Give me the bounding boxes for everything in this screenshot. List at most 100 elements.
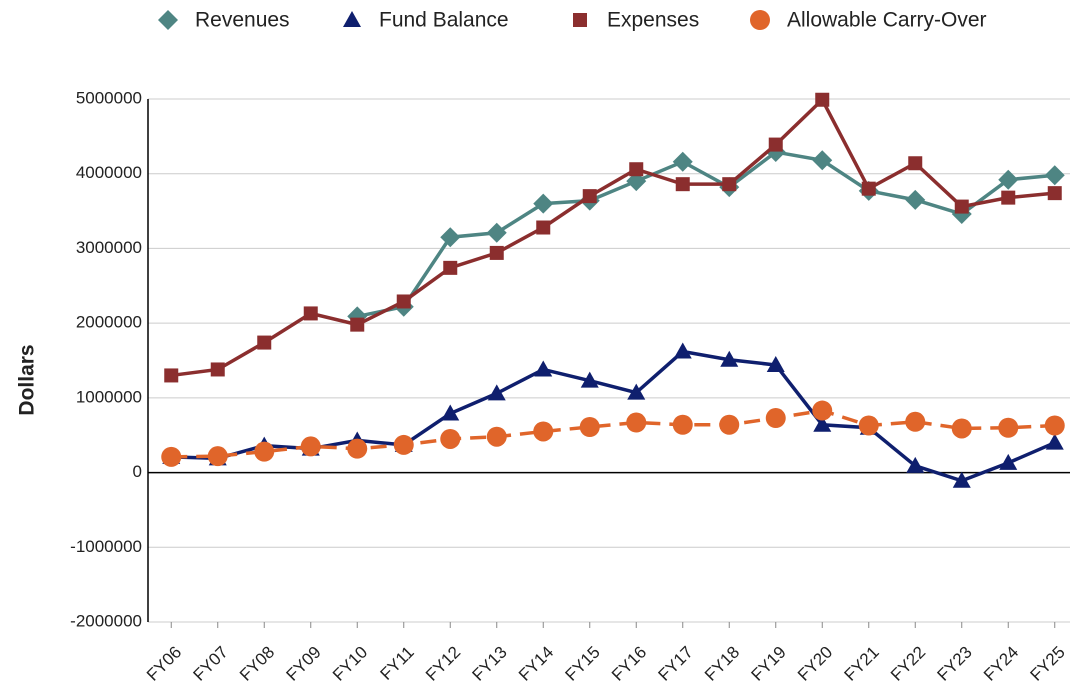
x-tick-label: FY19	[748, 643, 790, 685]
x-tick-label: FY20	[794, 643, 836, 685]
x-tick-label: FY21	[841, 643, 883, 685]
x-tick-label: FY15	[562, 643, 604, 685]
point	[1047, 186, 1062, 201]
point	[999, 453, 1018, 470]
y-tick-label: -2000000	[70, 611, 142, 630]
point	[486, 222, 507, 243]
point	[672, 414, 693, 435]
x-tick-label: FY14	[515, 643, 557, 685]
point	[533, 421, 554, 442]
y-tick-label: 2000000	[76, 313, 142, 332]
point	[347, 438, 368, 459]
point	[672, 151, 693, 172]
y-tick-label: 5000000	[76, 88, 142, 107]
point	[812, 400, 833, 421]
x-tick-label: FY08	[236, 643, 278, 685]
x-tick-label: FY11	[376, 643, 417, 684]
point	[998, 417, 1019, 438]
point	[210, 362, 225, 377]
point	[486, 426, 507, 447]
point	[765, 408, 786, 429]
legend-label: Allowable Carry-Over	[787, 9, 987, 32]
legend-label: Revenues	[195, 9, 290, 32]
x-tick-label: FY09	[283, 643, 325, 685]
point	[1044, 415, 1065, 436]
point	[951, 418, 972, 439]
point	[350, 317, 365, 332]
point	[161, 446, 182, 467]
x-tick-label: FY18	[701, 643, 743, 685]
legend-marker	[573, 13, 587, 27]
point	[579, 416, 600, 437]
point	[440, 227, 461, 248]
point	[441, 404, 460, 421]
y-tick-label: 1000000	[76, 387, 142, 406]
x-tick-label: FY16	[608, 643, 650, 685]
point	[582, 189, 597, 204]
point	[303, 306, 318, 321]
point	[393, 434, 414, 455]
point	[440, 428, 461, 449]
legend-label: Fund Balance	[379, 9, 509, 32]
series-line	[171, 96, 1055, 378]
point	[998, 169, 1019, 190]
point	[954, 199, 969, 214]
point	[722, 177, 737, 192]
point	[815, 92, 830, 107]
point	[164, 368, 179, 383]
point	[207, 446, 228, 467]
x-tick-label: FY12	[422, 643, 464, 685]
point	[1044, 165, 1065, 186]
point	[626, 412, 647, 433]
x-tick-label: FY24	[980, 643, 1022, 685]
x-tick-label: FY10	[329, 643, 371, 685]
point	[905, 189, 926, 210]
point	[673, 342, 692, 359]
point	[627, 383, 646, 400]
point	[905, 411, 926, 432]
point	[533, 193, 554, 214]
y-tick-label: -1000000	[70, 537, 142, 556]
point	[254, 441, 275, 462]
point	[536, 220, 551, 235]
point	[396, 294, 411, 309]
point	[443, 260, 458, 275]
legend-marker	[343, 11, 361, 27]
point	[906, 456, 925, 473]
legend-marker	[750, 10, 770, 30]
point	[534, 360, 553, 377]
point	[766, 355, 785, 372]
point	[300, 436, 321, 457]
x-tick-label: FY13	[469, 643, 511, 685]
point	[489, 245, 504, 260]
y-tick-label: 4000000	[76, 163, 142, 182]
point	[487, 384, 506, 401]
point	[812, 150, 833, 171]
x-tick-label: FY25	[1027, 643, 1069, 685]
point	[768, 137, 783, 152]
point	[257, 335, 272, 350]
point	[629, 162, 644, 177]
y-tick-label: 3000000	[76, 238, 142, 257]
point	[952, 471, 971, 488]
point	[1045, 433, 1064, 450]
x-tick-label: FY23	[934, 643, 976, 685]
x-tick-label: FY06	[143, 643, 185, 685]
x-tick-label: FY07	[190, 643, 232, 685]
legend-marker	[158, 10, 178, 30]
point	[908, 156, 923, 171]
point	[720, 350, 739, 367]
point	[858, 415, 879, 436]
point	[719, 414, 740, 435]
x-tick-label: FY17	[655, 643, 697, 685]
point	[861, 181, 876, 196]
x-tick-label: FY22	[887, 643, 929, 685]
point	[580, 371, 599, 388]
legend-label: Expenses	[607, 9, 699, 32]
point	[813, 415, 832, 432]
series-line	[356, 150, 1055, 319]
y-axis-label: Dollars	[16, 344, 39, 415]
point	[1001, 190, 1016, 205]
y-tick-label: 0	[133, 462, 142, 481]
